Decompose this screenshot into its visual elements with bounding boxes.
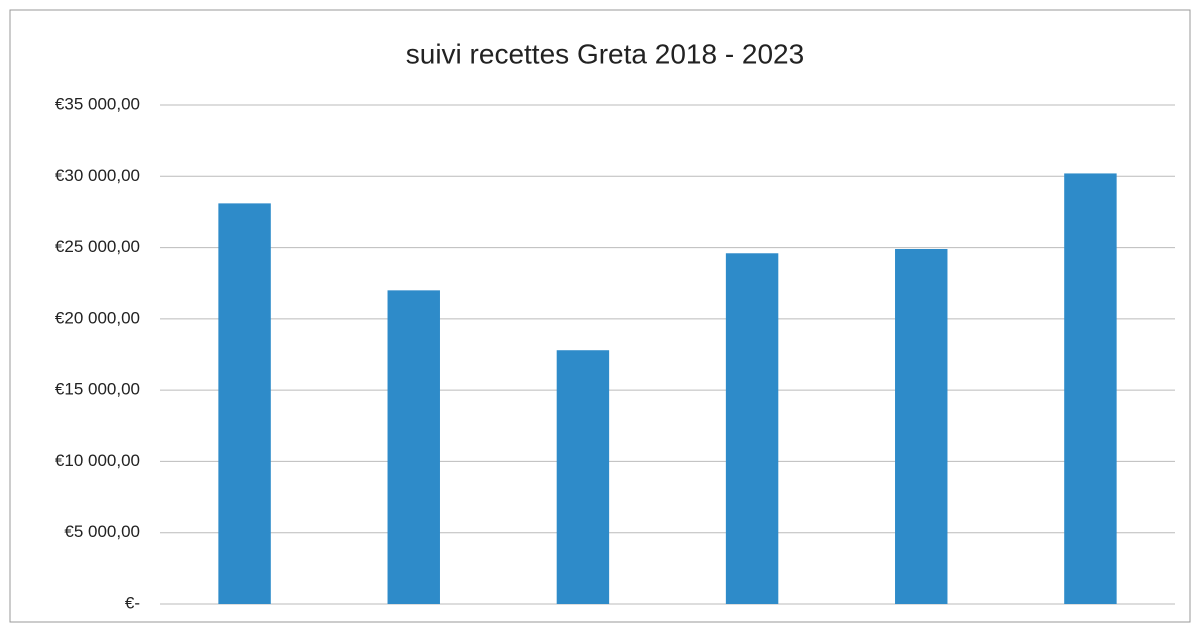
y-tick-label: €15 000,00 [55, 380, 140, 399]
bar [218, 203, 271, 605]
y-tick-label: €30 000,00 [55, 166, 140, 185]
y-tick-label: €- [125, 593, 140, 612]
bar [387, 290, 440, 604]
y-tick-label: €5 000,00 [64, 522, 140, 541]
y-tick-label: €35 000,00 [55, 94, 140, 113]
bar [895, 248, 948, 605]
chart-title: suivi recettes Greta 2018 - 2023 [406, 38, 804, 69]
bar [725, 253, 779, 604]
y-tick-label: €10 000,00 [55, 451, 140, 470]
bar [1064, 173, 1117, 605]
bar [556, 350, 610, 604]
y-tick-label: €25 000,00 [55, 237, 140, 256]
y-tick-label: €20 000,00 [55, 308, 140, 327]
